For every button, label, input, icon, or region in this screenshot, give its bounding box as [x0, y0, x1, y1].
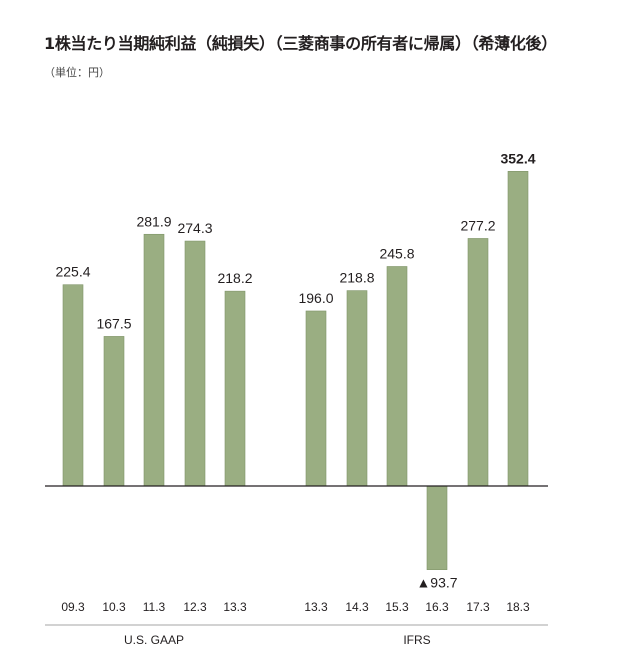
value-label-3: 274.3 [177, 220, 212, 236]
bar-2 [143, 233, 165, 487]
bar-5 [305, 310, 327, 487]
category-label-6: 14.3 [345, 600, 369, 614]
bar-7 [386, 266, 408, 487]
bar-9 [467, 238, 489, 487]
value-label-6: 218.8 [339, 270, 374, 286]
value-label-7: 245.8 [379, 246, 414, 262]
bar-1 [103, 336, 125, 487]
category-label-10: 18.3 [506, 600, 530, 614]
group-label-1: IFRS [403, 633, 430, 647]
unit-label: （単位：円） [44, 66, 110, 79]
bar-8 [426, 485, 448, 570]
bar-10 [507, 171, 529, 487]
bar-4 [224, 290, 246, 487]
category-label-0: 09.3 [61, 600, 85, 614]
category-label-3: 12.3 [183, 600, 207, 614]
group-label-0: U.S. GAAP [124, 633, 184, 647]
value-label-2: 281.9 [136, 213, 171, 229]
category-label-4: 13.3 [223, 600, 247, 614]
value-label-5: 196.0 [298, 290, 333, 306]
category-label-1: 10.3 [102, 600, 126, 614]
bar-6 [346, 290, 368, 487]
bar-0 [62, 284, 84, 487]
category-label-7: 15.3 [385, 600, 409, 614]
category-label-2: 11.3 [143, 600, 166, 614]
chart-title: 1株当たり当期純利益（純損失）（三菱商事の所有者に帰属）（希薄化後） [44, 34, 557, 53]
value-label-1: 167.5 [96, 315, 131, 331]
value-label-4: 218.2 [217, 270, 252, 286]
value-label-8: ▲93.7 [416, 575, 457, 591]
category-label-5: 13.3 [304, 600, 328, 614]
value-label-0: 225.4 [55, 264, 90, 280]
bar-3 [184, 240, 206, 487]
value-label-9: 277.2 [460, 217, 495, 233]
value-label-10: 352.4 [500, 150, 535, 166]
category-label-9: 17.3 [466, 600, 490, 614]
category-label-8: 16.3 [425, 600, 449, 614]
